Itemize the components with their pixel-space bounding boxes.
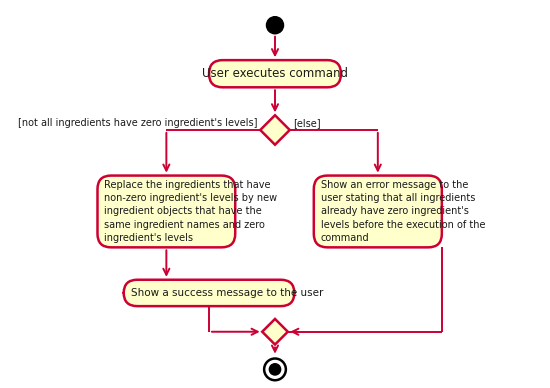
Circle shape <box>270 364 280 375</box>
FancyBboxPatch shape <box>209 60 341 87</box>
Polygon shape <box>260 115 290 145</box>
Circle shape <box>266 17 284 34</box>
Text: Show a success message to the user: Show a success message to the user <box>131 288 323 298</box>
FancyBboxPatch shape <box>124 280 294 306</box>
Text: User executes command: User executes command <box>202 67 348 80</box>
Polygon shape <box>262 319 288 345</box>
Text: [else]: [else] <box>293 118 321 128</box>
Text: [not all ingredients have zero ingredient's levels]: [not all ingredients have zero ingredien… <box>18 118 257 128</box>
Text: Replace the ingredients that have
non-zero ingredient's levels by new
ingredient: Replace the ingredients that have non-ze… <box>104 180 278 243</box>
FancyBboxPatch shape <box>97 175 235 248</box>
Circle shape <box>264 359 286 380</box>
Text: Show an error message to the
user stating that all ingredients
already have zero: Show an error message to the user statin… <box>321 180 485 243</box>
FancyBboxPatch shape <box>314 175 442 248</box>
